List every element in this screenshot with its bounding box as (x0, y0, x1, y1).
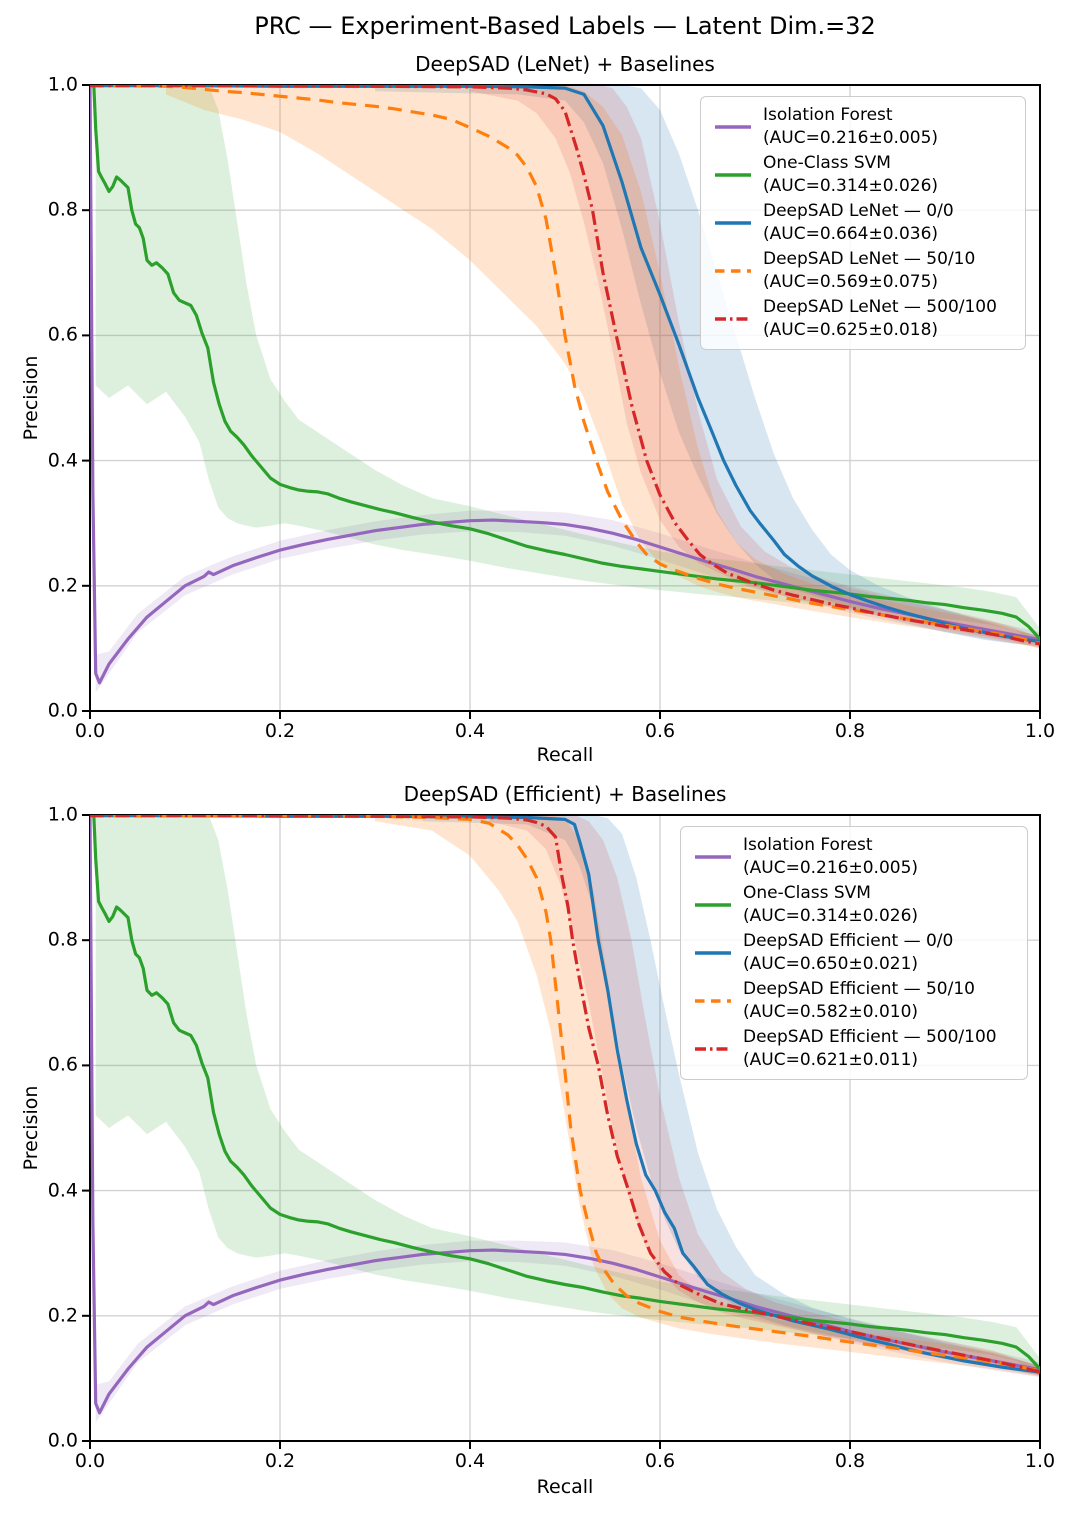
legend-entry: One-Class SVM (AUC=0.314±0.026) (701, 151, 1019, 199)
legend-entry: Isolation Forest (AUC=0.216±0.005) (701, 103, 1019, 151)
legend-label: Isolation Forest (763, 105, 893, 125)
subplot2-title: DeepSAD (Efficient) + Baselines (403, 782, 727, 806)
legend-entry: DeepSAD Efficient — 50/10 (AUC=0.582±0.01… (681, 977, 1021, 1025)
legend-line-sample-deepsad-50-10 (714, 264, 752, 278)
x-tick-label: 0.0 (74, 1450, 106, 1472)
legend-label: DeepSAD LeNet — 500/100 (763, 297, 997, 317)
legend-line-sample-isolation-forest (694, 850, 732, 864)
figure-title: PRC — Experiment-Based Labels — Latent D… (254, 12, 876, 40)
legend-line-sample-ocsvm (714, 168, 752, 182)
legend-label: DeepSAD Efficient — 0/0 (743, 931, 954, 951)
y-tick-label: 0.6 (47, 1053, 78, 1076)
y-tick-label: 0.8 (47, 198, 78, 221)
legend-auc: (AUC=0.621±0.011) (743, 1050, 919, 1070)
x-tick-label: 0.4 (454, 720, 486, 742)
legend-line-sample-deepsad-500-100 (694, 1042, 732, 1056)
legend-auc: (AUC=0.625±0.018) (763, 320, 939, 340)
legend-auc: (AUC=0.582±0.010) (743, 1002, 919, 1022)
axes-spines-and-ticks (82, 84, 1041, 719)
legend-entry: Isolation Forest (AUC=0.216±0.005) (681, 833, 1021, 881)
legend-label: One-Class SVM (743, 883, 871, 903)
x-tick-label: 0.8 (834, 1450, 866, 1472)
x-tick-label: 1.0 (1024, 1450, 1056, 1472)
legend-auc: (AUC=0.650±0.021) (743, 954, 919, 974)
legend-auc: (AUC=0.664±0.036) (763, 224, 939, 244)
x-tick-label: 0.6 (644, 720, 676, 742)
subplot1-title: DeepSAD (LeNet) + Baselines (415, 52, 715, 76)
y-tick-label: 1.0 (47, 73, 78, 96)
legend-line-sample-deepsad-0-0 (694, 946, 732, 960)
x-tick-label: 0.4 (454, 1450, 486, 1472)
x-tick-label: 0.6 (644, 1450, 676, 1472)
y-tick-label: 0.6 (47, 323, 78, 346)
y-tick-label: 0.0 (47, 1429, 78, 1452)
legend-subplot1: Isolation Forest (AUC=0.216±0.005) One-Cl… (700, 96, 1026, 350)
legend-line-sample-ocsvm (694, 898, 732, 912)
x-tick-label: 1.0 (1024, 720, 1056, 742)
legend-label: Isolation Forest (743, 835, 873, 855)
x-tick-label: 0.2 (264, 1450, 296, 1472)
y-tick-label: 0.4 (47, 449, 78, 472)
y-tick-label: 0.8 (47, 928, 78, 951)
legend-line-sample-deepsad-50-10 (694, 994, 732, 1008)
legend-auc: (AUC=0.314±0.026) (743, 906, 919, 926)
legend-auc: (AUC=0.216±0.005) (763, 128, 939, 148)
x-tick-label: 0.0 (74, 720, 106, 742)
legend-entry: DeepSAD Efficient — 0/0 (AUC=0.650±0.021) (681, 929, 1021, 977)
subplot1-xlabel: Recall (536, 744, 594, 766)
legend-label: DeepSAD LeNet — 50/10 (763, 249, 976, 269)
legend-entry: DeepSAD LeNet — 50/10 (AUC=0.569±0.075) (701, 247, 1019, 295)
x-tick-label: 0.2 (264, 720, 296, 742)
data-lines (90, 815, 1040, 1415)
legend-line-sample-isolation-forest (714, 120, 752, 134)
legend-subplot2: Isolation Forest (AUC=0.216±0.005) One-Cl… (680, 826, 1028, 1080)
legend-entry: DeepSAD LeNet — 500/100 (AUC=0.625±0.018) (701, 295, 1019, 343)
legend-line-sample-deepsad-0-0 (714, 216, 752, 230)
legend-auc: (AUC=0.314±0.026) (763, 176, 939, 196)
y-tick-label: 0.4 (47, 1179, 78, 1202)
legend-entry: DeepSAD Efficient — 500/100 (AUC=0.621±0.… (681, 1025, 1021, 1073)
y-tick-label: 0.2 (47, 574, 78, 597)
subplot1-ylabel: Precision (20, 355, 42, 441)
legend-label: DeepSAD LeNet — 0/0 (763, 201, 954, 221)
legend-label: DeepSAD Efficient — 50/10 (743, 979, 975, 999)
data-lines (90, 85, 1040, 685)
legend-auc: (AUC=0.216±0.005) (743, 858, 919, 878)
legend-line-sample-deepsad-500-100 (714, 312, 752, 326)
legend-entry: DeepSAD LeNet — 0/0 (AUC=0.664±0.036) (701, 199, 1019, 247)
x-tick-label: 0.8 (834, 720, 866, 742)
subplot2-xlabel: Recall (536, 1476, 594, 1498)
axes-spines-and-ticks (82, 814, 1041, 1449)
legend-auc: (AUC=0.569±0.075) (763, 272, 939, 292)
y-tick-label: 0.2 (47, 1304, 78, 1327)
y-tick-label: 1.0 (47, 803, 78, 826)
y-tick-label: 0.0 (47, 699, 78, 722)
legend-label: DeepSAD Efficient — 500/100 (743, 1027, 997, 1047)
legend-entry: One-Class SVM (AUC=0.314±0.026) (681, 881, 1021, 929)
legend-label: One-Class SVM (763, 153, 891, 173)
subplot2-ylabel: Precision (20, 1085, 42, 1171)
